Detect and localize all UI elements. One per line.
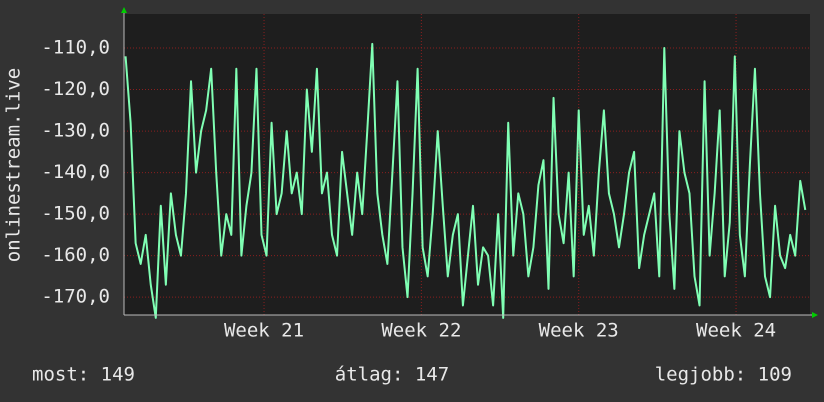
y-tick-label: -160,0	[41, 244, 110, 266]
y-tick-label: -120,0	[41, 78, 110, 100]
plot	[124, 42, 807, 319]
footer-average: átlag: 147	[335, 364, 449, 386]
data-line	[124, 42, 807, 319]
footer-best: legjobb: 109	[655, 364, 792, 386]
y-tick-label: -170,0	[41, 286, 110, 308]
y-arrow	[121, 7, 127, 13]
y-tick-label: -150,0	[41, 203, 110, 225]
x-tick-label: Week 21	[224, 320, 304, 342]
x-arrow	[812, 312, 818, 318]
y-axis-label: onlinestream.live	[3, 68, 25, 262]
y-tick-label: -140,0	[41, 161, 110, 183]
y-tick-label: -110,0	[41, 37, 110, 59]
x-tick-label: Week 23	[539, 320, 619, 342]
x-tick-label: Week 24	[696, 320, 776, 342]
footer-current: most: 149	[32, 364, 135, 386]
x-tick-label: Week 22	[381, 320, 461, 342]
y-tick-label: -130,0	[41, 120, 110, 142]
